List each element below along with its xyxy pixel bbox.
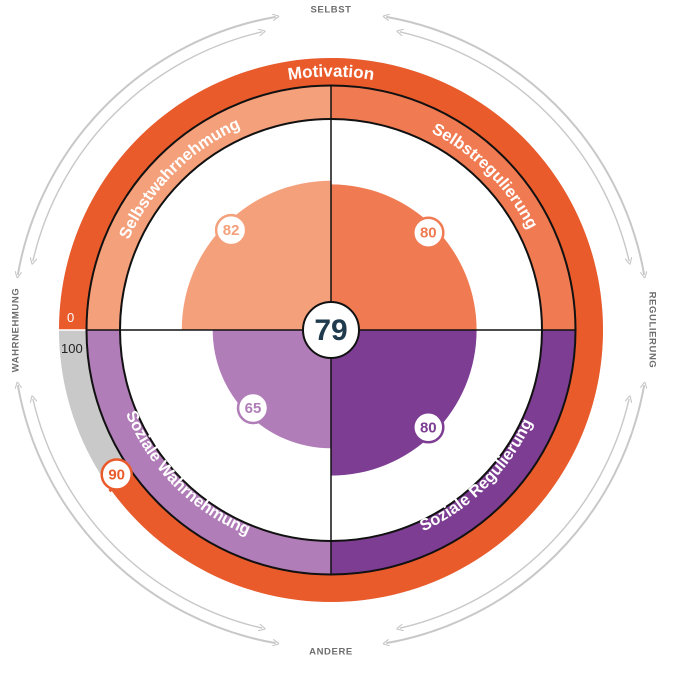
axis-arrow-inner-3 bbox=[33, 32, 262, 261]
band-soziale_wahrnehmung bbox=[87, 330, 331, 574]
value-label-selbstregulierung: 80 bbox=[420, 225, 437, 242]
sector-soziale_regulierung bbox=[331, 330, 477, 476]
motivation-value-label: 90 bbox=[108, 467, 125, 484]
sector-soziale_wahrnehmung bbox=[212, 330, 331, 449]
value-badge-soziale_wahrnehmung bbox=[236, 391, 270, 425]
value-label-selbstwahrnehmung: 82 bbox=[223, 222, 240, 239]
axis-label-left: WAHRNEHMUNG bbox=[11, 288, 22, 373]
axis-label-top: SELBST bbox=[310, 5, 351, 16]
motivation-label: Motivation bbox=[287, 61, 376, 84]
center-value: 79 bbox=[314, 314, 347, 347]
value-badge-selbstregulierung bbox=[412, 216, 445, 249]
axis-label-right: REGULIERUNG bbox=[646, 292, 657, 369]
value-badge-soziale_regulierung bbox=[412, 411, 445, 444]
value-badge-selbstwahrnehmung bbox=[214, 213, 248, 247]
sector-selbstwahrnehmung bbox=[181, 180, 331, 330]
band-selbstregulierung bbox=[331, 86, 575, 330]
center-badge bbox=[302, 301, 360, 359]
band-outer-outline bbox=[85, 84, 577, 576]
axis-arrow-inner-0 bbox=[400, 32, 629, 261]
motivation-value-badge bbox=[100, 458, 133, 491]
axis-label-bottom: ANDERE bbox=[309, 647, 353, 658]
axis-arrow-inner-1 bbox=[400, 399, 629, 628]
motivation-scale-max: 100 bbox=[61, 341, 83, 356]
band-soziale_regulierung bbox=[331, 330, 575, 574]
value-label-soziale_regulierung: 80 bbox=[420, 419, 437, 436]
sector-selbstregulierung bbox=[331, 184, 477, 330]
motivation-scale-min: 0 bbox=[67, 310, 74, 325]
band-selbstwahrnehmung bbox=[87, 86, 331, 330]
value-label-soziale_wahrnehmung: 65 bbox=[245, 400, 262, 417]
axis-arrow-inner-2 bbox=[33, 399, 262, 628]
